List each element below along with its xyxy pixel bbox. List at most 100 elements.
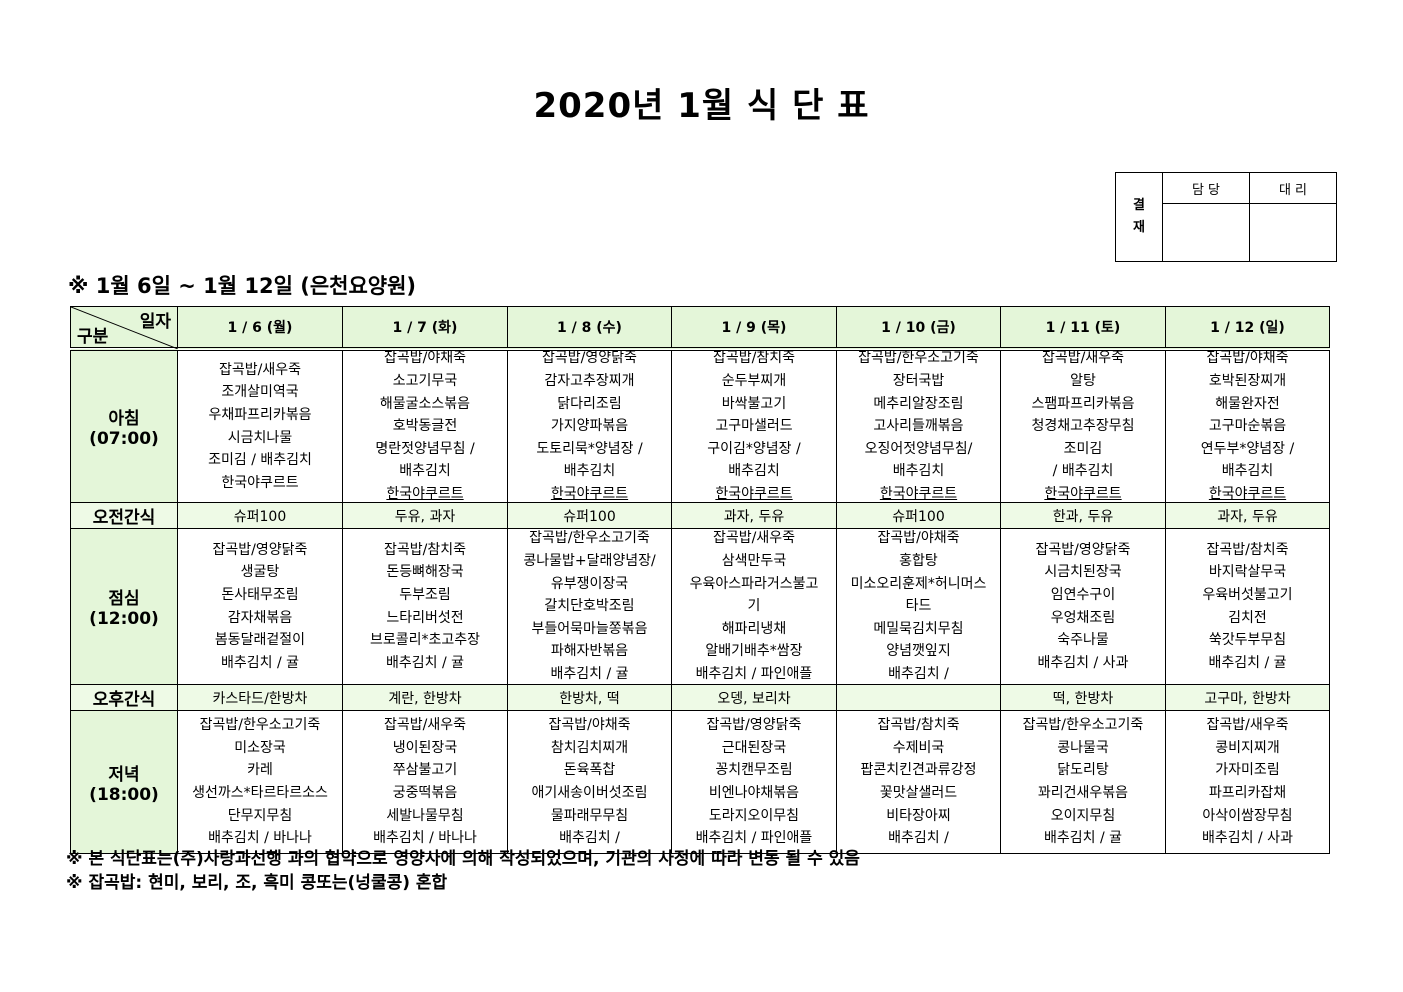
snack-row: 오후간식 카스타드/한방차 계란, 한방차 한방차, 떡 오뎅, 보리차 떡, 한방차 고구… xyxy=(70,684,1330,711)
menu-item: 애기새송이버섯조림 xyxy=(531,785,648,801)
approval-sign-manager[interactable] xyxy=(1162,203,1250,262)
menu-item: 배추김치 / 사과 xyxy=(1037,654,1129,671)
row-label-time: (12:00) xyxy=(89,609,159,629)
menu-cell: 잡곡밥/새우죽 냉이된장국 쭈삼불고기 궁중떡볶음 세발나물무침 배추김치 / 바나나 xyxy=(342,710,508,854)
menu-item: 한국야쿠르트 xyxy=(386,485,464,502)
menu-item: 단무지무침 xyxy=(227,807,293,824)
menu-item: 콩나물국 xyxy=(1057,739,1109,756)
menu-item: 명란젓양념무침 / xyxy=(375,440,475,457)
menu-cell: 고구마, 한방차 xyxy=(1165,684,1330,711)
menu-items: 잡곡밥/새우죽 삼색만두국 우육아스파라거스불고 기 해파리냉채 알배기배추*쌈장 배추김치… xyxy=(672,529,836,684)
menu-cell: 계란, 한방차 xyxy=(342,684,508,711)
menu-items: 잡곡밥/영양닭죽 근대된장국 꽁치캔무조림 비엔나야채볶음 도라지오이무침 배추김치 / … xyxy=(672,711,836,853)
menu-item: 브로콜리*초고추장 xyxy=(369,632,481,649)
menu-item: 꽁치캔무조림 xyxy=(715,762,793,779)
menu-item: 한국야쿠르트 xyxy=(1044,485,1122,502)
menu-item: 쑥갓두부무침 xyxy=(1208,632,1287,649)
menu-item: 생굴탕 xyxy=(240,564,280,581)
footnote-2: ※ 잡곡밥: 현미, 보리, 조, 흑미 콩또는(넝쿨콩) 혼합 xyxy=(66,873,448,893)
menu-item: 비타장아찌 xyxy=(886,807,951,824)
menu-item: 배추김치 xyxy=(728,463,780,480)
menu-items: 잡곡밥/영양닭죽 감자고추장찌개 닭다리조림 가지양파볶음 도토리묵*양념장 / 배추김치… xyxy=(508,351,671,502)
meal-table: 일자 구분 1 / 6 (월) 1 / 7 (화) 1 / 8 (수) 1 / 9 (… xyxy=(70,306,1330,854)
menu-cell: 잡곡밥/야채죽 소고기무국 해물굴소스볶음 호박동글전 명란젓양념무침 / 배추김치 한국야… xyxy=(342,348,508,503)
menu-item: 근대된장국 xyxy=(721,739,787,756)
menu-items: 잡곡밥/야채죽 호박된장찌개 해물완자전 고구마순볶음 연두부*양념장 / 배추김치 한국야… xyxy=(1166,351,1329,502)
menu-item: 배추김치 / 바나나 xyxy=(373,830,477,847)
menu-item: 갈치단호박조림 xyxy=(544,598,635,615)
menu-item: 고구마순볶음 xyxy=(1208,418,1287,435)
menu-item: 타드 xyxy=(905,598,932,615)
menu-item: 잡곡밥/참치죽 xyxy=(713,351,795,367)
approval-box: 결 재 담 당 대 리 xyxy=(1115,172,1337,262)
menu-item: 잡곡밥/야채죽 xyxy=(548,717,631,734)
menu-item: 오징어젓양념무침/ xyxy=(864,440,973,457)
meal-row: 점심 (12:00) 잡곡밥/영양닭죽 생굴탕 돈사태무조림 감자채볶음 봄동달래겉절이 배추… xyxy=(70,528,1330,685)
menu-item: 미소장국 xyxy=(234,739,286,756)
menu-cell: 잡곡밥/한우소고기죽 콩나물국 닭도리탕 꽈리건새우볶음 오이지무침 배추김치 / 귤 xyxy=(1000,710,1166,854)
menu-item: 잡곡밥/참치죽 xyxy=(877,717,960,734)
menu-item: 잡곡밥/영양닭죽 xyxy=(706,717,802,734)
header-row: 일자 구분 1 / 6 (월) 1 / 7 (화) 1 / 8 (수) 1 / 9 (… xyxy=(70,306,1330,351)
menu-item: 궁중떡볶음 xyxy=(392,785,458,801)
menu-items: 잡곡밥/야채죽 소고기무국 해물굴소스볶음 호박동글전 명란젓양념무침 / 배추김치 한국야… xyxy=(343,351,507,502)
menu-item: / 배추김치 xyxy=(1052,463,1114,480)
day-header: 1 / 6 (월) xyxy=(177,306,343,351)
menu-item: 조개살미역국 xyxy=(221,384,299,401)
row-label-time: (18:00) xyxy=(89,784,159,805)
menu-item: 배추김치 / 귤 xyxy=(550,665,629,682)
menu-item: 잡곡밥/새우죽 xyxy=(713,530,795,547)
menu-item: 잡곡밥/참치죽 xyxy=(384,541,466,558)
menu-item: 아삭이쌈장무침 xyxy=(1202,807,1293,824)
menu-item: 소고기무국 xyxy=(392,373,458,390)
menu-item: 고사리들깨볶음 xyxy=(873,418,964,435)
menu-item: 닭다리조림 xyxy=(557,395,622,412)
day-header: 1 / 11 (토) xyxy=(1000,306,1166,351)
menu-item: 우채파프리카볶음 xyxy=(208,406,312,423)
menu-item: 유부쟁이장국 xyxy=(550,575,629,592)
menu-item: 쭈삼불고기 xyxy=(392,762,458,779)
menu-item: 미소오리훈제*허니머스 xyxy=(850,575,987,592)
menu-items: 잡곡밥/새우죽 조개살미역국 우채파프리카볶음 시금치나물 조미김 / 배추김치 한국야쿠… xyxy=(178,351,342,502)
approval-sign-deputy[interactable] xyxy=(1249,203,1337,262)
menu-item: 해파리냉채 xyxy=(721,620,787,637)
menu-items: 잡곡밥/야채죽 홍합탕 미소오리훈제*허니머스 타드 메밀묵김치무침 양념깻잎지 배추김치 … xyxy=(837,529,1000,684)
day-header: 1 / 10 (금) xyxy=(836,306,1001,351)
menu-item: 조미김 xyxy=(1063,440,1103,457)
menu-item: 우육버섯불고기 xyxy=(1202,586,1293,603)
menu-cell: 잡곡밥/영양닭죽 근대된장국 꽁치캔무조림 비엔나야채볶음 도라지오이무침 배추김치 / … xyxy=(671,710,837,854)
menu-item: 시금치나물 xyxy=(227,429,293,446)
menu-item: 배추김치 / xyxy=(559,830,620,847)
menu-item: 한국야쿠르트 xyxy=(715,485,793,502)
row-label-name: 저녁 xyxy=(108,764,140,785)
menu-item: 도라지오이무침 xyxy=(708,807,800,824)
menu-item: 우육아스파라거스불고 xyxy=(689,575,819,592)
menu-item: 세발나물무침 xyxy=(386,807,464,824)
menu-item: 한국야쿠르트 xyxy=(550,485,629,502)
menu-item: 잡곡밥/야채죽 xyxy=(877,530,960,547)
menu-item: 파프리카잡채 xyxy=(1208,785,1287,801)
menu-item: 돈육폭찹 xyxy=(563,762,616,779)
menu-item: 잡곡밥/한우소고기죽 xyxy=(529,530,650,547)
menu-item: 배추김치 xyxy=(399,463,451,480)
menu-item: 잡곡밥/영양닭죽 xyxy=(1035,541,1131,558)
menu-item: 스팸파프리카볶음 xyxy=(1031,395,1135,412)
menu-item: 임연수구이 xyxy=(1050,586,1116,603)
menu-item: 바지락살무국 xyxy=(1208,564,1287,581)
approval-col-manager: 담 당 xyxy=(1162,172,1250,204)
corner-category-label: 구분 xyxy=(77,327,109,347)
menu-item: 배추김치 / 파인애플 xyxy=(695,665,813,682)
menu-item: 시금치된장국 xyxy=(1044,564,1122,581)
menu-cell: 슈퍼100 xyxy=(177,502,343,529)
menu-item: 고구마샐러드 xyxy=(715,418,793,435)
row-label: 점심 (12:00) xyxy=(70,528,178,685)
menu-item: 우엉채조림 xyxy=(1050,609,1116,626)
menu-item: 배추김치 xyxy=(1221,463,1274,480)
menu-item: 오이지무침 xyxy=(1050,807,1116,824)
menu-item: 참치김치찌개 xyxy=(550,739,629,756)
menu-cell: 과자, 두유 xyxy=(671,502,837,529)
menu-cell: 오뎅, 보리차 xyxy=(671,684,837,711)
menu-item: 돈등뼈해장국 xyxy=(386,564,464,581)
row-label-name: 오전간식 xyxy=(92,508,156,528)
